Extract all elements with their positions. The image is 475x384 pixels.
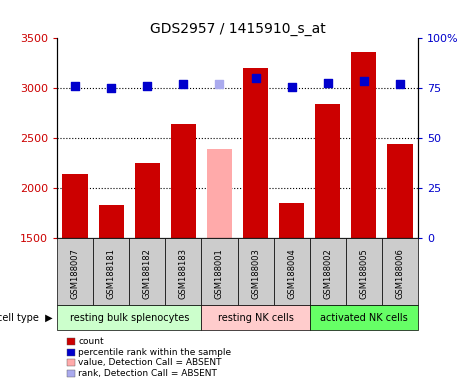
Point bbox=[107, 85, 115, 91]
Text: value, Detection Call = ABSENT: value, Detection Call = ABSENT bbox=[78, 358, 222, 367]
Bar bbox=[207, 149, 232, 238]
Bar bbox=[134, 163, 160, 238]
Text: GSM188002: GSM188002 bbox=[323, 248, 332, 299]
Text: GSM188183: GSM188183 bbox=[179, 248, 188, 299]
Point bbox=[143, 83, 151, 89]
Text: resting NK cells: resting NK cells bbox=[218, 313, 294, 323]
Text: GSM188003: GSM188003 bbox=[251, 248, 260, 299]
Text: GSM188006: GSM188006 bbox=[396, 248, 404, 299]
Text: GSM188181: GSM188181 bbox=[107, 248, 115, 299]
Point bbox=[324, 80, 332, 86]
Point bbox=[396, 81, 404, 88]
Text: rank, Detection Call = ABSENT: rank, Detection Call = ABSENT bbox=[78, 369, 217, 378]
Point bbox=[216, 81, 223, 88]
Text: GSM188005: GSM188005 bbox=[360, 248, 368, 299]
Point bbox=[252, 75, 259, 81]
Bar bbox=[62, 174, 88, 238]
Bar bbox=[315, 104, 341, 238]
Text: GSM188007: GSM188007 bbox=[71, 248, 79, 299]
Text: GSM188001: GSM188001 bbox=[215, 248, 224, 299]
Point bbox=[71, 83, 79, 89]
Point bbox=[360, 78, 368, 84]
Bar bbox=[387, 144, 413, 238]
Bar bbox=[351, 52, 377, 238]
Bar bbox=[279, 203, 304, 238]
Text: resting bulk splenocytes: resting bulk splenocytes bbox=[69, 313, 189, 323]
Point bbox=[180, 81, 187, 88]
Text: cell type  ▶: cell type ▶ bbox=[0, 313, 52, 323]
Text: GSM188004: GSM188004 bbox=[287, 248, 296, 299]
Text: activated NK cells: activated NK cells bbox=[320, 313, 408, 323]
Text: percentile rank within the sample: percentile rank within the sample bbox=[78, 348, 231, 357]
Point bbox=[288, 84, 295, 90]
Text: count: count bbox=[78, 337, 104, 346]
Bar bbox=[171, 124, 196, 238]
Title: GDS2957 / 1415910_s_at: GDS2957 / 1415910_s_at bbox=[150, 22, 325, 36]
Bar bbox=[243, 68, 268, 238]
Text: GSM188182: GSM188182 bbox=[143, 248, 152, 299]
Bar bbox=[98, 205, 124, 238]
